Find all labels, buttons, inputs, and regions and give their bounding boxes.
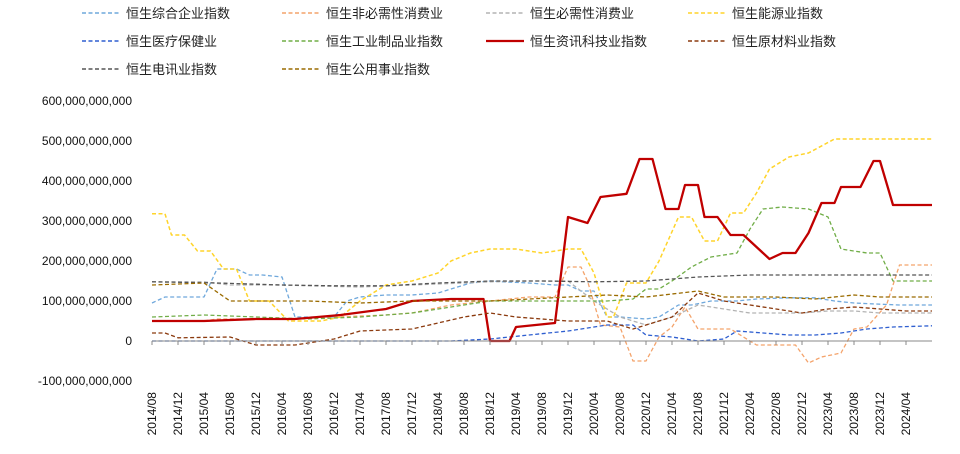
- x-tick-label: 2016/08: [301, 392, 315, 436]
- y-tick-label: 0: [125, 334, 132, 348]
- series-line: [151, 268, 932, 320]
- legend-item: 恒生非必需性消费业: [282, 7, 443, 22]
- y-tick-label: 400,000,000,000: [42, 174, 132, 188]
- y-tick-label: 300,000,000,000: [42, 214, 132, 228]
- y-tick-label: -100,000,000,000: [38, 374, 132, 388]
- y-tick-label: 100,000,000,000: [42, 294, 132, 308]
- y-tick-label: 500,000,000,000: [42, 134, 132, 148]
- x-tick-label: 2023/08: [847, 392, 861, 436]
- x-tick-label: 2022/12: [795, 392, 809, 436]
- x-tick-label: 2016/12: [327, 392, 341, 436]
- x-tick-label: 2017/12: [405, 392, 419, 436]
- x-tick-label: 2021/12: [717, 392, 731, 436]
- x-axis: 2014/08 2014/12 2015/04 2015/08 2015/12 2016/…: [145, 340, 932, 436]
- legend-label: 恒生原材料业指数: [732, 35, 836, 50]
- y-axis: 600,000,000,000 500,000,000,000 400,000,00…: [38, 94, 132, 388]
- x-tick-label: 2024/04: [899, 392, 913, 436]
- x-tick-label: 2016/04: [275, 392, 289, 436]
- legend-label: 恒生必需性消费业: [530, 7, 634, 22]
- y-tick-label: 600,000,000,000: [42, 94, 132, 108]
- x-tick-label: 2019/08: [535, 392, 549, 436]
- x-tick-label: 2018/08: [457, 392, 471, 436]
- legend-label: 恒生医疗保健业: [126, 35, 217, 50]
- x-tick-label: 2020/04: [587, 392, 601, 436]
- legend-item: 恒生医疗保健业: [82, 35, 217, 50]
- y-tick-label: 200,000,000,000: [42, 254, 132, 268]
- series-line: [152, 157, 932, 343]
- legend-item: 恒生工业制品业指数: [282, 35, 443, 50]
- legend-item: 恒生综合企业指数: [82, 6, 230, 22]
- x-tick-label: 2015/12: [249, 392, 263, 436]
- legend-item: 恒生公用事业指数: [282, 63, 430, 78]
- x-tick-label: 2014/12: [171, 392, 185, 436]
- legend-label: 恒生能源业指数: [732, 7, 823, 22]
- x-tick-label: 2018/12: [483, 392, 497, 436]
- series-line: [152, 324, 933, 342]
- x-tick-label: 2017/04: [353, 392, 367, 436]
- x-tick-label: 2014/08: [145, 392, 159, 436]
- series-line: [151, 274, 932, 287]
- legend-label: 恒生公用事业指数: [326, 63, 430, 78]
- series-line: [152, 264, 932, 364]
- legend-item: 恒生必需性消费业: [486, 7, 634, 22]
- x-tick-label: 2021/04: [665, 392, 679, 436]
- legend: 恒生综合企业指数 恒生非必需性消费业 恒生必需性消费业 恒生能源业指数恒生医疗保健业恒…: [82, 6, 836, 78]
- x-tick-label: 2019/12: [561, 392, 575, 436]
- series-line: [152, 138, 932, 322]
- x-tick-label: 2018/04: [431, 392, 445, 436]
- x-tick-label: 2019/04: [509, 392, 523, 436]
- x-tick-label: 2023/12: [873, 392, 887, 436]
- x-tick-label: 2021/08: [691, 392, 705, 436]
- legend-item: 恒生电讯业指数: [82, 63, 217, 78]
- x-tick-label: 2022/04: [743, 392, 757, 436]
- legend-item: 恒生能源业指数: [688, 7, 823, 22]
- x-tick-label: 2015/08: [223, 392, 237, 436]
- legend-item: 恒生原材料业指数: [688, 35, 836, 50]
- series-line: [151, 206, 932, 320]
- legend-label: 恒生综合企业指数: [126, 6, 230, 22]
- x-tick-label: 2015/04: [197, 392, 211, 436]
- x-tick-label: 2020/08: [613, 392, 627, 436]
- series-line: [151, 282, 932, 304]
- legend-label: 恒生资讯科技业指数: [530, 35, 647, 50]
- legend-label: 恒生工业制品业指数: [326, 35, 443, 50]
- legend-item: 恒生资讯科技业指数: [486, 35, 647, 50]
- x-tick-label: 2023/04: [821, 392, 835, 436]
- series-group: [151, 138, 933, 364]
- x-tick-label: 2020/12: [639, 392, 653, 436]
- x-tick-label: 2022/08: [769, 392, 783, 436]
- x-tick-label: 2017/08: [379, 392, 393, 436]
- legend-label: 恒生非必需性消费业: [326, 7, 443, 22]
- legend-label: 恒生电讯业指数: [126, 63, 217, 78]
